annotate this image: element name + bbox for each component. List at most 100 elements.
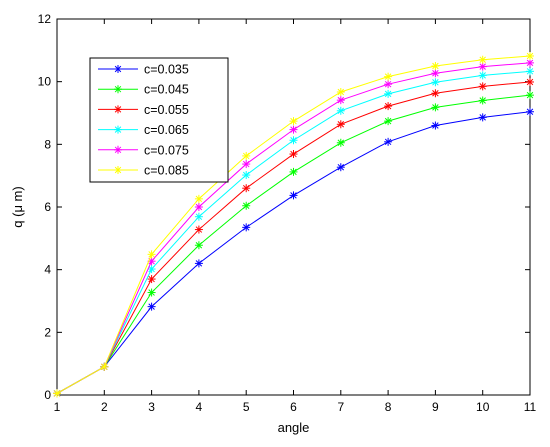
legend-label: c=0.065 xyxy=(144,123,189,137)
y-axis-label: q (μ m) xyxy=(10,186,25,227)
data-point xyxy=(336,106,345,115)
data-point xyxy=(384,102,393,111)
data-point xyxy=(53,389,61,398)
legend-label: c=0.075 xyxy=(144,143,189,157)
legend-item: c=0.065 xyxy=(98,123,189,137)
data-point xyxy=(289,117,298,126)
legend-label: c=0.055 xyxy=(144,103,189,117)
data-point xyxy=(147,265,156,274)
data-point xyxy=(431,103,440,112)
y-tick-label: 2 xyxy=(44,325,51,339)
data-point xyxy=(431,121,440,130)
data-point xyxy=(431,69,440,78)
data-point xyxy=(526,77,534,86)
y-tick-label: 10 xyxy=(38,75,52,89)
data-point xyxy=(526,58,534,67)
data-point xyxy=(147,275,156,284)
data-point xyxy=(526,51,534,60)
data-point xyxy=(289,136,298,145)
data-point xyxy=(336,96,345,105)
data-point xyxy=(336,163,345,172)
data-point xyxy=(431,62,440,70)
data-point xyxy=(194,203,203,211)
x-tick-label: 9 xyxy=(432,400,439,414)
legend-item: c=0.045 xyxy=(98,83,189,97)
data-point xyxy=(194,225,203,234)
legend-marker xyxy=(114,166,122,174)
y-tick-label: 6 xyxy=(44,200,51,214)
x-tick-label: 7 xyxy=(337,400,344,414)
legend-label: c=0.085 xyxy=(144,164,189,178)
legend-box xyxy=(89,57,229,183)
data-point xyxy=(242,223,251,232)
legend-marker xyxy=(114,125,122,134)
data-point xyxy=(100,362,109,371)
legend-marker xyxy=(114,85,122,94)
x-tick-label: 2 xyxy=(101,400,108,414)
data-point xyxy=(384,117,393,126)
data-point xyxy=(336,88,345,97)
data-point xyxy=(526,91,534,100)
series-layer xyxy=(53,51,534,398)
legend-marker xyxy=(114,65,122,73)
x-tick-label: 4 xyxy=(196,400,203,414)
legend: c=0.035 c=0.045 c=0.055 c=0.065 c=0.075 c=0.0… xyxy=(89,57,229,183)
data-point xyxy=(289,150,298,159)
data-point xyxy=(194,212,203,221)
data-point xyxy=(431,78,440,87)
x-axis-label: angle xyxy=(278,420,310,435)
data-point xyxy=(289,191,298,200)
data-point xyxy=(194,241,203,250)
legend-item: c=0.055 xyxy=(98,103,189,117)
legend-label: c=0.035 xyxy=(144,63,189,77)
data-point xyxy=(242,160,251,169)
series-c=0.085 xyxy=(53,51,534,398)
data-point xyxy=(384,80,393,89)
data-point xyxy=(242,184,251,193)
legend-item: c=0.035 xyxy=(98,63,189,77)
data-point xyxy=(147,250,156,259)
data-point xyxy=(478,96,487,105)
x-tick-label: 1 xyxy=(54,400,61,414)
data-point xyxy=(289,125,298,134)
series-c=0.065 xyxy=(53,67,534,398)
x-tick-label: 8 xyxy=(385,400,392,414)
x-tick-label: 6 xyxy=(290,400,297,414)
data-point xyxy=(289,167,298,176)
x-tick-label: 5 xyxy=(243,400,250,414)
data-point xyxy=(526,107,534,116)
data-point xyxy=(478,62,487,71)
y-tick-label: 8 xyxy=(44,137,51,151)
series-c=0.075 xyxy=(53,58,534,398)
legend-item: c=0.085 xyxy=(98,164,189,178)
data-point xyxy=(384,89,393,98)
legend-label: c=0.045 xyxy=(144,83,189,97)
data-point xyxy=(194,194,203,203)
y-tick-label: 12 xyxy=(38,12,52,26)
data-point xyxy=(147,302,156,311)
data-point xyxy=(242,151,251,160)
data-point xyxy=(384,137,393,146)
data-point xyxy=(431,89,440,98)
data-point xyxy=(242,171,251,180)
y-tick-label: 4 xyxy=(44,263,51,277)
legend-item: c=0.075 xyxy=(98,143,189,157)
data-point xyxy=(478,82,487,91)
x-tick-label: 11 xyxy=(524,400,537,414)
data-point xyxy=(478,71,487,80)
data-point xyxy=(336,120,345,129)
data-point xyxy=(336,138,345,147)
legend-marker xyxy=(114,145,122,154)
data-point xyxy=(194,259,203,268)
x-tick-label: 3 xyxy=(148,400,155,414)
x-tick-label: 10 xyxy=(476,400,490,414)
data-point xyxy=(478,113,487,122)
y-tick-label: 0 xyxy=(44,388,51,402)
legend-marker xyxy=(114,105,122,114)
data-point xyxy=(384,72,393,81)
data-point xyxy=(526,67,534,76)
data-point xyxy=(147,288,156,297)
data-point xyxy=(478,55,487,64)
